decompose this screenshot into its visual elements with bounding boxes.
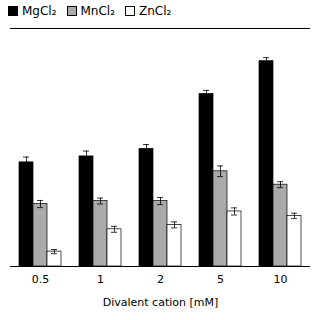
svg-text:0.5: 0.5	[32, 273, 50, 286]
svg-text:2: 2	[157, 273, 164, 286]
svg-text:Divalent cation [mM]: Divalent cation [mM]	[103, 296, 219, 309]
svg-text:5: 5	[217, 273, 224, 286]
svg-text:1: 1	[97, 273, 104, 286]
svg-text:10: 10	[274, 273, 288, 286]
html-text:MgCl₂: MgCl₂	[22, 4, 57, 18]
html-text:ZnCl₂: ZnCl₂	[139, 4, 172, 18]
html-text:MnCl₂: MnCl₂	[80, 4, 115, 18]
